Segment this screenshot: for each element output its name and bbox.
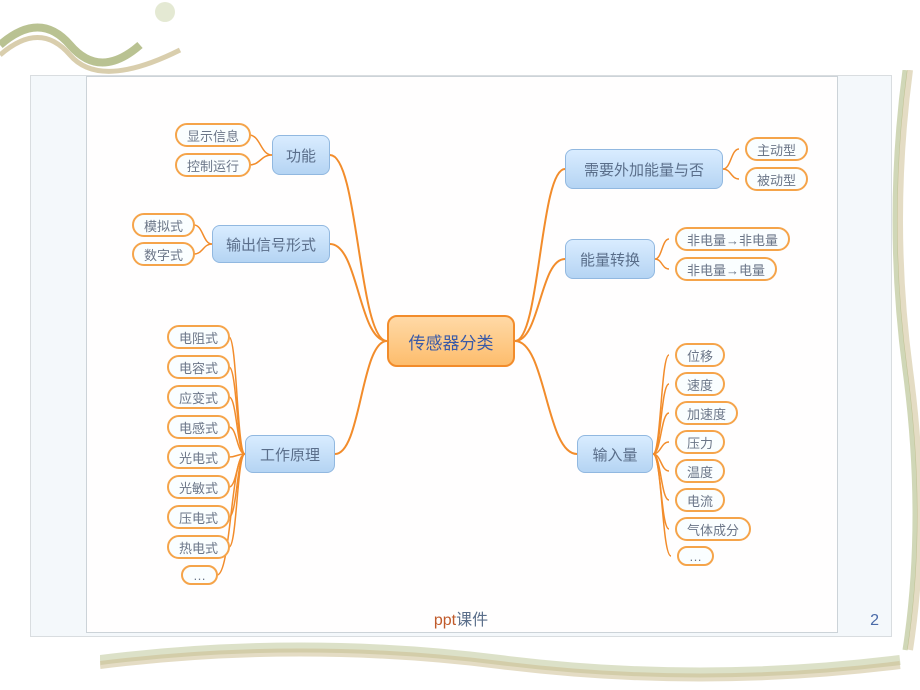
leaf-out-1: 数字式 xyxy=(132,242,195,266)
slide-frame: 传感器分类 功能显示信息控制运行输出信号形式模拟式数字式工作原理 电阻式电容式应变式… xyxy=(30,75,892,637)
category-func: 功能 xyxy=(272,135,330,175)
leaf-princ-4: 光电式 xyxy=(167,445,230,469)
leaf-func-0: 显示信息 xyxy=(175,123,251,147)
leaf-input-0: 位移 xyxy=(675,343,725,367)
leaf-princ-8: … xyxy=(181,565,218,585)
leaf-input-7: … xyxy=(677,546,714,566)
side-deco-right xyxy=(890,70,920,670)
leaf-energyneed-0: 主动型 xyxy=(745,137,808,161)
page-number: 2 xyxy=(870,612,879,630)
leaf-princ-7: 热电式 xyxy=(167,535,230,559)
footer-label: ppt课件 xyxy=(31,606,891,630)
leaf-input-6: 气体成分 xyxy=(675,517,751,541)
leaf-princ-1: 电容式 xyxy=(167,355,230,379)
leaf-princ-3: 电感式 xyxy=(167,415,230,439)
leaf-input-1: 速度 xyxy=(675,372,725,396)
leaf-princ-0: 电阻式 xyxy=(167,325,230,349)
leaf-func-1: 控制运行 xyxy=(175,153,251,177)
corner-deco-top xyxy=(0,0,200,80)
leaf-convert-0: 非电量→非电量 xyxy=(675,227,790,251)
leaf-convert-1: 非电量→电量 xyxy=(675,257,777,281)
leaf-energyneed-1: 被动型 xyxy=(745,167,808,191)
category-energyneed: 需要外加能量与否 xyxy=(565,149,723,189)
center-node: 传感器分类 xyxy=(387,315,515,367)
footer-text-a: ppt xyxy=(434,612,456,629)
leaf-princ-6: 压电式 xyxy=(167,505,230,529)
category-convert: 能量转换 xyxy=(565,239,655,279)
leaf-princ-2: 应变式 xyxy=(167,385,230,409)
leaf-out-0: 模拟式 xyxy=(132,213,195,237)
mindmap-canvas: 传感器分类 功能显示信息控制运行输出信号形式模拟式数字式工作原理 电阻式电容式应变式… xyxy=(86,76,838,633)
category-princ: 工作原理 xyxy=(245,435,335,473)
leaf-input-4: 温度 xyxy=(675,459,725,483)
leaf-input-5: 电流 xyxy=(675,488,725,512)
leaf-input-2: 加速度 xyxy=(675,401,738,425)
footer-text-b: 课件 xyxy=(456,612,488,629)
bottom-deco xyxy=(100,630,920,690)
category-out: 输出信号形式 xyxy=(212,225,330,263)
leaf-input-3: 压力 xyxy=(675,430,725,454)
category-input: 输入量 xyxy=(577,435,653,473)
leaf-princ-5: 光敏式 xyxy=(167,475,230,499)
